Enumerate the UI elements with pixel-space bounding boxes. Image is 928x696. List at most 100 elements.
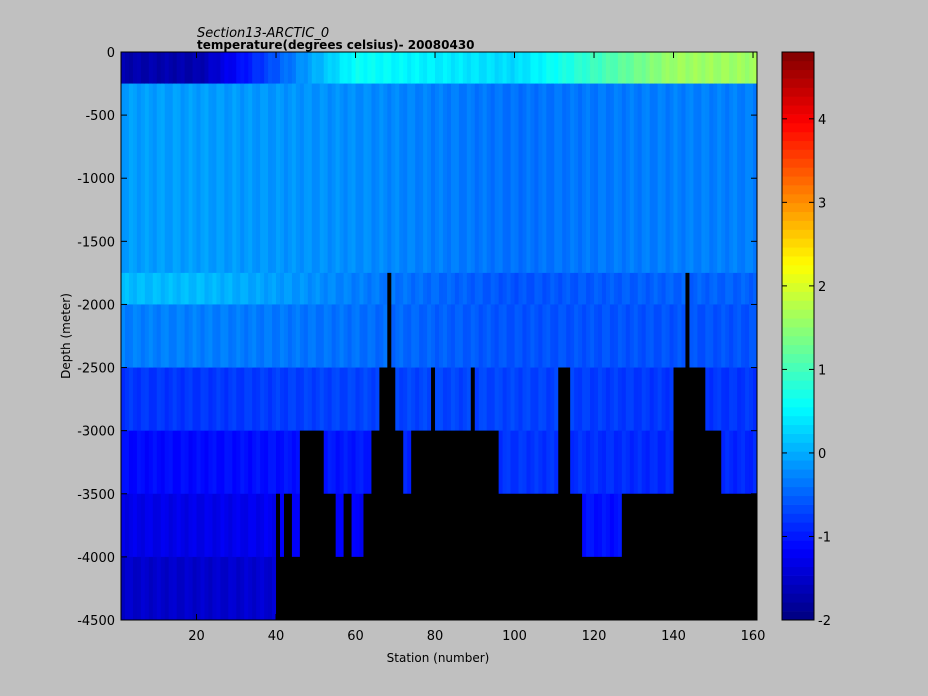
heatmap-cell — [749, 367, 754, 432]
heatmap-cell — [677, 304, 682, 368]
heatmap-cell — [534, 430, 539, 495]
heatmap-cell — [669, 304, 674, 368]
heatmap-cell — [439, 52, 444, 84]
heatmap-cell — [136, 493, 142, 558]
heatmap-cell — [128, 52, 134, 84]
heatmap-cell — [741, 367, 746, 432]
colorbar-cell — [782, 371, 814, 381]
heatmap-cell — [319, 304, 325, 368]
heatmap-cell — [335, 83, 341, 274]
heatmap-cell — [419, 272, 424, 305]
heatmap-cell — [232, 83, 237, 274]
heatmap-cell — [379, 83, 384, 274]
colorbar-cell — [782, 167, 814, 177]
heatmap-cell — [264, 304, 269, 368]
heatmap-cell — [148, 83, 154, 274]
heatmap-cell — [124, 304, 130, 368]
heatmap-cell — [319, 83, 325, 274]
colorbar-cell — [782, 540, 814, 550]
heatmap-cell — [371, 304, 376, 368]
heatmap-cell — [605, 304, 611, 368]
heatmap-cell — [220, 430, 225, 495]
heatmap-cell — [478, 367, 484, 432]
heatmap-cell — [188, 493, 193, 558]
colorbar-cell — [782, 229, 814, 239]
heatmap-cell — [578, 367, 583, 432]
colorbar-cell — [782, 265, 814, 275]
heatmap-cell — [442, 83, 448, 274]
heatmap-cell — [395, 52, 400, 84]
heatmap-cell — [681, 83, 686, 274]
heatmap-cell — [391, 52, 396, 84]
heatmap-cell — [160, 272, 166, 305]
heatmap-cell — [494, 304, 500, 368]
heatmap-cell — [586, 493, 591, 558]
heatmap-cell — [609, 493, 615, 558]
heatmap-cell — [530, 52, 535, 84]
heatmap-cell — [315, 83, 321, 274]
heatmap-cell — [713, 272, 718, 305]
heatmap-cell — [200, 430, 205, 495]
heatmap-cell — [415, 367, 420, 432]
heatmap-cell — [482, 52, 488, 84]
heatmap-cell — [637, 367, 643, 432]
heatmap-cell — [256, 52, 261, 84]
heatmap-cell — [677, 272, 682, 305]
heatmap-cell — [148, 304, 154, 368]
heatmap-cell — [303, 83, 309, 274]
heatmap-cell — [196, 430, 201, 495]
heatmap-cell — [598, 430, 603, 495]
colorbar-cell — [782, 158, 814, 168]
heatmap-cell — [605, 272, 611, 305]
heatmap-cell — [391, 272, 396, 305]
heatmap-cell — [331, 272, 337, 305]
heatmap-cell — [291, 83, 297, 274]
heatmap-cell — [590, 367, 595, 432]
heatmap-cell — [530, 430, 535, 495]
heatmap-cell — [419, 367, 424, 432]
heatmap-cell — [391, 83, 396, 274]
heatmap-cell — [665, 52, 670, 84]
heatmap-cell — [458, 83, 464, 274]
heatmap-cell — [311, 367, 317, 432]
heatmap-cell — [554, 52, 559, 84]
heatmap-cell — [192, 304, 197, 368]
heatmap-cell — [291, 493, 297, 558]
heatmap-cell — [204, 272, 209, 305]
heatmap-cell — [339, 304, 345, 368]
heatmap-cell — [216, 556, 221, 621]
heatmap-cell — [435, 272, 440, 305]
heatmap-cell — [729, 367, 734, 432]
heatmap-cell — [268, 367, 273, 432]
heatmap-cell — [570, 367, 575, 432]
heatmap-cell — [621, 304, 627, 368]
heatmap-cell — [705, 367, 710, 432]
heatmap-cell — [514, 304, 519, 368]
heatmap-cell — [260, 493, 265, 558]
heatmap-cell — [741, 304, 746, 368]
heatmap-cell — [256, 493, 261, 558]
heatmap-cell — [645, 83, 651, 274]
heatmap-cell — [427, 304, 432, 368]
heatmap-cell — [510, 83, 515, 274]
heatmap-cell — [323, 272, 329, 305]
heatmap-cell — [594, 52, 599, 84]
heatmap-cell — [244, 493, 249, 558]
heatmap-cell — [236, 52, 241, 84]
heatmap-cell — [272, 430, 277, 495]
heatmap-cell — [566, 272, 571, 305]
heatmap-cell — [244, 83, 249, 274]
heatmap-cell — [208, 430, 213, 495]
heatmap-cell — [697, 304, 702, 368]
heatmap-cell — [474, 52, 480, 84]
heatmap-cell — [160, 304, 166, 368]
colorbar-cell — [782, 123, 814, 133]
heatmap-cell — [323, 52, 329, 84]
heatmap-cell — [192, 83, 197, 274]
heatmap-cell — [745, 430, 750, 495]
heatmap-cell — [180, 83, 185, 274]
heatmap-cell — [268, 52, 273, 84]
heatmap-cell — [681, 272, 686, 305]
heatmap-cell — [733, 52, 738, 84]
heatmap-cell — [244, 556, 249, 621]
